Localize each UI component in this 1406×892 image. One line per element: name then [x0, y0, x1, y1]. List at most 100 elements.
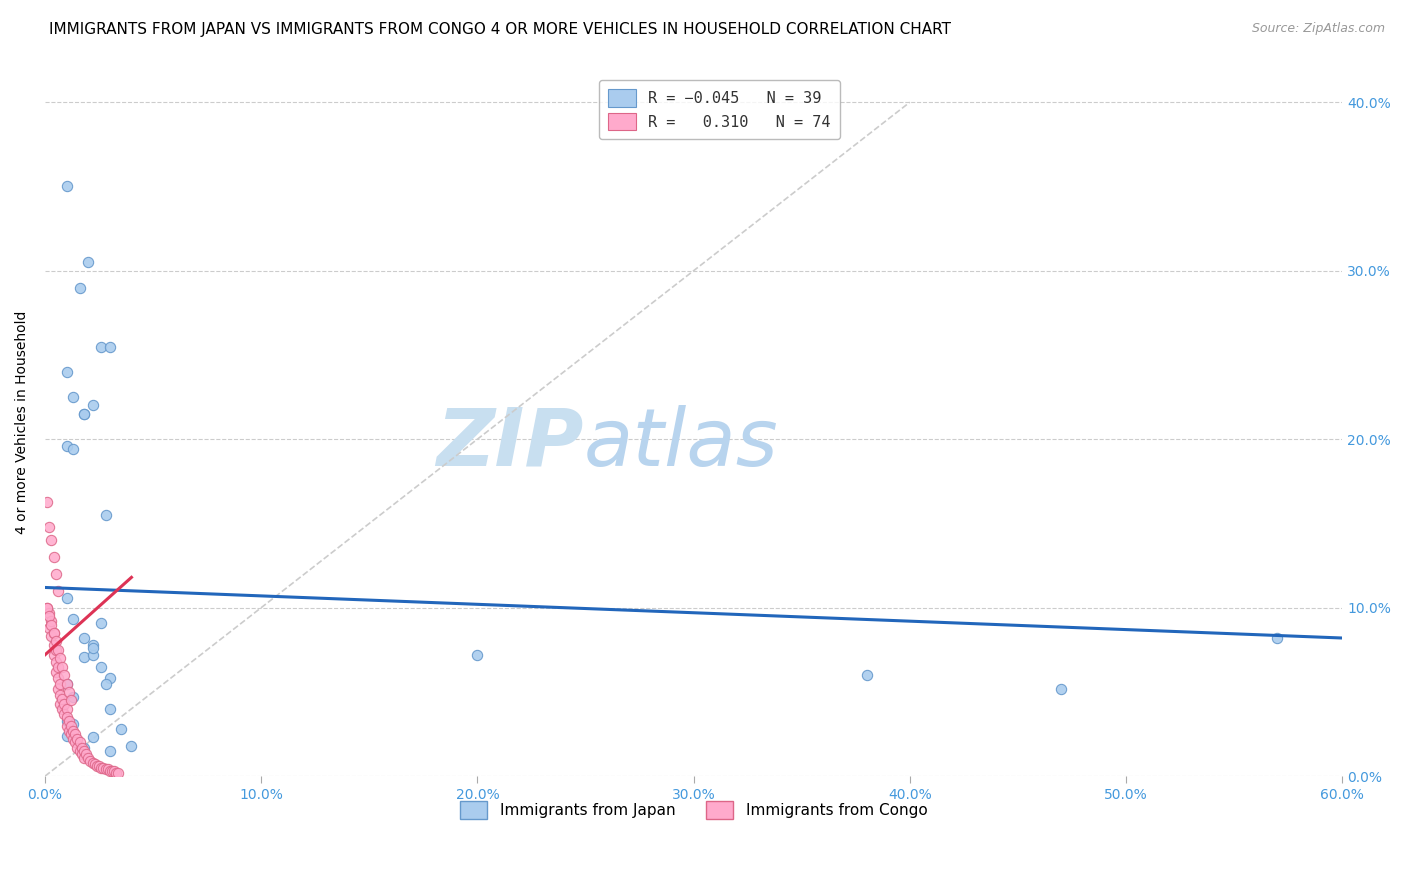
Text: ZIP: ZIP: [436, 405, 583, 483]
Point: [55, 676, 77, 690]
Point: [82, 641, 104, 656]
Point: [82, 638, 104, 652]
Point: [103, 764, 125, 778]
Point: [55, 729, 77, 743]
Point: [86, 759, 108, 773]
Point: [38, 606, 60, 620]
Point: [70, 740, 93, 755]
Point: [45, 665, 67, 679]
Point: [62, 690, 84, 704]
Point: [46, 681, 69, 696]
Point: [42, 648, 65, 662]
Point: [58, 714, 80, 728]
Point: [55, 718, 77, 732]
Point: [62, 732, 84, 747]
Point: [90, 339, 112, 353]
Point: [38, 609, 60, 624]
Point: [94, 763, 117, 777]
Point: [62, 390, 84, 404]
Point: [46, 672, 69, 686]
Point: [90, 615, 112, 630]
Point: [45, 566, 67, 581]
Point: [45, 634, 67, 648]
Point: [98, 702, 121, 716]
Point: [82, 731, 104, 745]
Point: [59, 718, 82, 732]
Point: [69, 735, 91, 749]
Point: [59, 727, 82, 741]
Point: [41, 629, 63, 643]
Point: [107, 765, 129, 780]
Point: [120, 739, 142, 753]
Point: [38, 520, 60, 534]
Point: [73, 407, 96, 421]
Point: [55, 439, 77, 453]
Point: [46, 659, 69, 673]
Point: [77, 750, 100, 764]
Point: [73, 740, 96, 755]
Text: Source: ZipAtlas.com: Source: ZipAtlas.com: [1251, 22, 1385, 36]
Point: [73, 744, 96, 758]
Point: [37, 600, 59, 615]
Point: [83, 757, 105, 772]
Point: [93, 761, 115, 775]
Point: [55, 710, 77, 724]
Point: [98, 764, 121, 778]
Point: [87, 759, 110, 773]
Point: [62, 442, 84, 457]
Point: [65, 727, 87, 741]
Point: [41, 533, 63, 548]
Point: [49, 688, 72, 702]
Point: [37, 494, 59, 508]
Point: [55, 365, 77, 379]
Point: [69, 280, 91, 294]
Point: [1050, 681, 1073, 696]
Point: [77, 255, 100, 269]
Point: [49, 676, 72, 690]
Point: [41, 614, 63, 628]
Point: [46, 583, 69, 598]
Point: [62, 717, 84, 731]
Point: [69, 744, 91, 758]
Point: [66, 740, 89, 755]
Point: [65, 735, 87, 749]
Point: [55, 714, 77, 728]
Point: [45, 642, 67, 657]
Point: [51, 659, 73, 673]
Point: [53, 697, 76, 711]
Point: [51, 691, 73, 706]
Point: [94, 508, 117, 522]
Point: [45, 655, 67, 669]
Point: [70, 747, 93, 762]
Point: [1267, 631, 1289, 645]
Point: [49, 697, 72, 711]
Point: [55, 179, 77, 194]
Point: [58, 685, 80, 699]
Point: [467, 648, 489, 662]
Point: [38, 621, 60, 635]
Point: [90, 761, 112, 775]
Point: [59, 693, 82, 707]
Point: [105, 765, 128, 780]
Point: [73, 407, 96, 421]
Point: [49, 651, 72, 665]
Point: [101, 764, 124, 778]
Point: [82, 756, 104, 770]
Legend: Immigrants from Japan, Immigrants from Congo: Immigrants from Japan, Immigrants from C…: [454, 796, 934, 825]
Point: [94, 676, 117, 690]
Point: [855, 668, 877, 682]
Y-axis label: 4 or more Vehicles in Household: 4 or more Vehicles in Household: [15, 310, 30, 534]
Point: [82, 399, 104, 413]
Point: [73, 631, 96, 645]
Point: [98, 744, 121, 758]
Point: [41, 617, 63, 632]
Point: [42, 626, 65, 640]
Point: [53, 706, 76, 721]
Point: [37, 600, 59, 615]
Point: [97, 763, 120, 777]
Point: [90, 659, 112, 673]
Point: [98, 339, 121, 353]
Point: [42, 638, 65, 652]
Point: [53, 668, 76, 682]
Point: [75, 747, 97, 762]
